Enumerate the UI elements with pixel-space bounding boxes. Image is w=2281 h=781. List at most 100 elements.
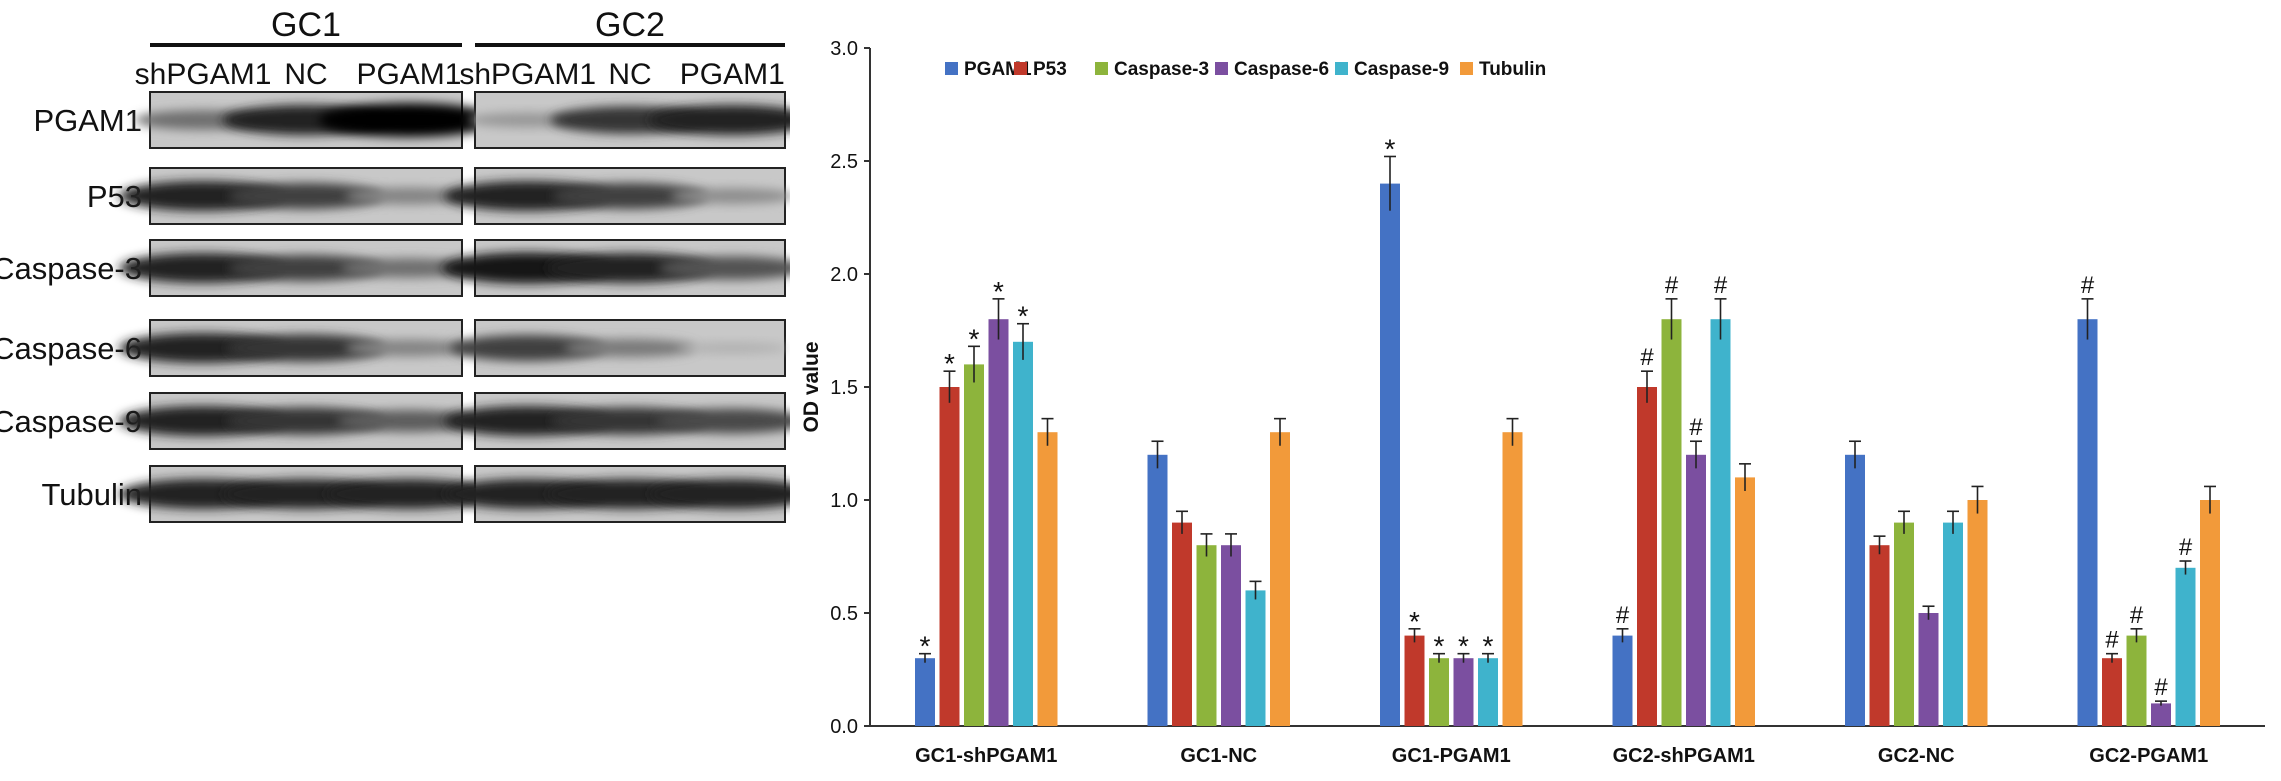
blot-band bbox=[656, 408, 809, 434]
bar-gc2-pgam1-tubulin bbox=[2200, 500, 2220, 726]
blot-lane-label-shpgam1: shPGAM1 bbox=[459, 58, 596, 91]
bar-gc1-nc-tubulin bbox=[1270, 432, 1290, 726]
bar-gc2-pgam1-pgam1 bbox=[2077, 319, 2098, 726]
blot-band bbox=[318, 103, 499, 137]
x-tick-label-gc1-shpgam1: GC1-shPGAM1 bbox=[915, 745, 1057, 767]
bar-gc1-pgam1-tubulin bbox=[1502, 432, 1523, 726]
significance-mark: * bbox=[1018, 301, 1029, 332]
y-tick-label: 1.0 bbox=[830, 490, 858, 512]
blot-row-label-caspase-3: Caspase-3 bbox=[0, 251, 142, 286]
bar-gc2-shpgam1-p53 bbox=[1637, 387, 1657, 726]
x-tick-label-gc2-shpgam1: GC2-shPGAM1 bbox=[1613, 745, 1755, 767]
bar-gc2-shpgam1-tubulin bbox=[1735, 477, 1755, 726]
blot-group-label-gc1: GC1 bbox=[271, 6, 341, 44]
blot-band bbox=[336, 409, 481, 433]
blot-band bbox=[677, 342, 788, 354]
blot-band bbox=[449, 334, 606, 362]
blot-lane-label-nc: NC bbox=[284, 58, 327, 91]
blot-row-label-pgam1: PGAM1 bbox=[33, 103, 142, 138]
blot-lane-label-shpgam1: shPGAM1 bbox=[135, 58, 272, 91]
bar-gc2-nc-caspase-6 bbox=[1918, 613, 1939, 726]
bar-gc2-shpgam1-caspase-6 bbox=[1686, 454, 1706, 726]
significance-mark: * bbox=[944, 348, 955, 379]
legend-swatch-pgam1 bbox=[945, 62, 958, 75]
bar-gc2-pgam1-caspase-6 bbox=[2151, 703, 2171, 726]
western-blot-panel: GC1 shPGAM1 NC PGAM1 GC2 shPGAM1 NC PGAM1 PGAM1 P… bbox=[0, 0, 817, 776]
blot-row-label-caspase-6: Caspase-6 bbox=[0, 331, 142, 366]
significance-mark: * bbox=[1483, 631, 1494, 662]
bar-gc2-nc-tubulin bbox=[1967, 500, 1988, 726]
blot-band bbox=[344, 187, 473, 205]
blot-lane-label-pgam1: PGAM1 bbox=[356, 58, 461, 91]
bar-gc1-nc-p53 bbox=[1172, 522, 1192, 726]
bar-gc1-shpgam1-p53 bbox=[939, 387, 960, 726]
legend-label-caspase-6: Caspase-6 bbox=[1234, 59, 1329, 80]
bar-gc1-pgam1-p53 bbox=[1404, 635, 1425, 726]
bar-gc2-nc-caspase-9 bbox=[1943, 522, 1963, 726]
bar-gc1-pgam1-caspase-6 bbox=[1453, 658, 1474, 726]
y-tick-label: 2.0 bbox=[830, 264, 858, 286]
bar-gc2-nc-p53 bbox=[1869, 545, 1890, 726]
significance-mark: # bbox=[1689, 414, 1703, 441]
y-tick-label: 0.5 bbox=[830, 603, 858, 625]
significance-mark: * bbox=[969, 323, 980, 354]
significance-mark: # bbox=[1665, 272, 1679, 299]
legend-label-tubulin: Tubulin bbox=[1479, 59, 1546, 80]
significance-mark: # bbox=[2154, 674, 2168, 701]
significance-mark: * bbox=[1409, 606, 1420, 637]
blot-band bbox=[670, 188, 795, 204]
significance-mark: # bbox=[1714, 272, 1728, 299]
x-tick-label-gc1-nc: GC1-NC bbox=[1180, 745, 1257, 767]
blot-lane-label-nc: NC bbox=[608, 58, 651, 91]
blot-band bbox=[648, 478, 817, 510]
blot-group-label-gc2: GC2 bbox=[595, 6, 665, 44]
bar-gc1-pgam1-caspase-9 bbox=[1478, 658, 1498, 726]
legend-swatch-p53 bbox=[1014, 62, 1027, 75]
legend-swatch-caspase-3 bbox=[1095, 62, 1108, 75]
legend-label-caspase-3: Caspase-3 bbox=[1114, 59, 1209, 80]
bar-gc2-nc-pgam1 bbox=[1845, 454, 1865, 726]
significance-mark: # bbox=[2081, 272, 2095, 299]
y-tick-label: 3.0 bbox=[830, 38, 858, 60]
significance-mark: * bbox=[920, 631, 931, 662]
legend-swatch-tubulin bbox=[1460, 62, 1473, 75]
bar-gc1-pgam1-pgam1 bbox=[1380, 183, 1400, 727]
blot-band bbox=[228, 182, 384, 210]
bar-gc1-nc-caspase-6 bbox=[1221, 545, 1241, 726]
od-value-bar-chart: 0.0 0.5 1.0 1.5 2.0 2.5 3.0 OD value PGAM1 P53 Cas… bbox=[790, 0, 2281, 776]
bar-gc1-nc-caspase-9 bbox=[1245, 590, 1266, 726]
x-tick-label-gc1-pgam1: GC1-PGAM1 bbox=[1392, 745, 1511, 767]
bar-gc1-shpgam1-tubulin bbox=[1037, 432, 1058, 726]
bar-gc1-nc-pgam1 bbox=[1147, 454, 1168, 726]
x-tick-label-gc2-pgam1: GC2-PGAM1 bbox=[2089, 745, 2208, 767]
significance-mark: # bbox=[2179, 534, 2193, 561]
bar-gc1-nc-caspase-3 bbox=[1196, 545, 1217, 726]
blot-band bbox=[344, 339, 473, 357]
legend-swatch-caspase-6 bbox=[1215, 62, 1228, 75]
significance-mark: # bbox=[2105, 627, 2119, 654]
bar-gc2-shpgam1-caspase-9 bbox=[1710, 319, 1731, 726]
blot-band bbox=[552, 182, 708, 210]
significance-mark: # bbox=[2130, 602, 2144, 629]
y-tick-label: 1.5 bbox=[830, 377, 858, 399]
bar-gc2-pgam1-p53 bbox=[2102, 658, 2122, 726]
legend-label-p53: P53 bbox=[1033, 59, 1067, 80]
bar-gc1-shpgam1-pgam1 bbox=[915, 658, 935, 726]
bar-gc1-pgam1-caspase-3 bbox=[1429, 658, 1449, 726]
legend-swatch-caspase-9 bbox=[1335, 62, 1348, 75]
blot-band bbox=[226, 334, 386, 362]
bar-gc2-pgam1-caspase-9 bbox=[2175, 567, 2196, 726]
significance-mark: # bbox=[1640, 344, 1654, 371]
bar-gc1-shpgam1-caspase-9 bbox=[1013, 341, 1033, 726]
bar-gc1-shpgam1-caspase-6 bbox=[988, 319, 1009, 726]
blot-band bbox=[658, 256, 807, 280]
bar-gc2-shpgam1-pgam1 bbox=[1612, 635, 1633, 726]
x-tick-label-gc2-nc: GC2-NC bbox=[1878, 745, 1955, 767]
blot-band bbox=[564, 338, 696, 358]
y-tick-label: 2.5 bbox=[830, 151, 858, 173]
bar-gc1-shpgam1-caspase-3 bbox=[964, 364, 984, 726]
bar-gc2-shpgam1-caspase-3 bbox=[1661, 319, 1682, 726]
y-tick-label: 0.0 bbox=[830, 716, 858, 738]
